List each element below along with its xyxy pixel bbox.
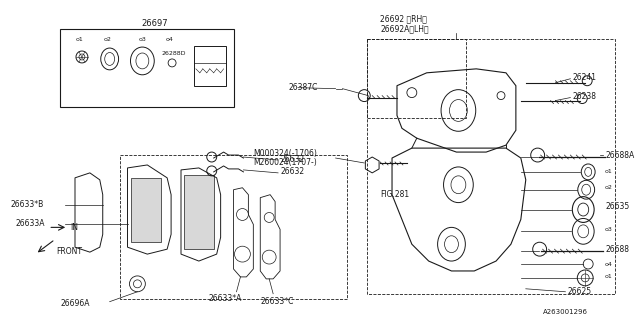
Bar [131,178,161,242]
Text: FRONT: FRONT [56,247,82,256]
Text: ο1: ο1 [605,275,612,279]
Bar [184,175,214,249]
Text: 26632: 26632 [280,155,304,164]
Text: 26635: 26635 [605,202,629,211]
Text: M260024(1707-): M260024(1707-) [253,158,317,167]
Text: 26241: 26241 [572,73,596,82]
Text: 26633*B: 26633*B [11,200,44,209]
Text: 26688: 26688 [605,245,629,254]
Text: 26633A: 26633A [15,219,45,228]
Text: ο3: ο3 [605,227,613,232]
Bar [120,155,348,299]
Text: 26625: 26625 [568,287,591,296]
Text: 26692 〈RH〉: 26692 〈RH〉 [380,15,427,24]
Text: 26387C: 26387C [288,83,317,92]
Text: ο2: ο2 [104,36,111,42]
Text: ο4: ο4 [605,261,613,267]
Bar [194,46,225,86]
Text: 26633*C: 26633*C [260,297,294,306]
Text: IN: IN [70,223,78,232]
Text: 26288D: 26288D [161,52,186,57]
Text: 26697: 26697 [141,19,168,28]
Text: A263001296: A263001296 [543,308,588,315]
Text: 26632: 26632 [280,167,304,176]
Text: ο3: ο3 [138,36,147,42]
Text: ο2: ο2 [605,185,613,190]
Text: ο4: ο4 [165,36,173,42]
Text: ο1: ο1 [605,169,612,174]
Text: 26696A: 26696A [60,299,90,308]
Text: 26692A〈LH〉: 26692A〈LH〉 [380,25,429,34]
Text: M000324(-1706): M000324(-1706) [253,148,317,157]
Text: 26633*A: 26633*A [209,294,242,303]
Bar [367,39,467,118]
Text: 26688A: 26688A [605,150,634,160]
Text: FIG.281: FIG.281 [380,190,409,199]
Text: ο1: ο1 [76,36,84,42]
Text: 26238: 26238 [572,92,596,101]
Bar [60,29,234,107]
